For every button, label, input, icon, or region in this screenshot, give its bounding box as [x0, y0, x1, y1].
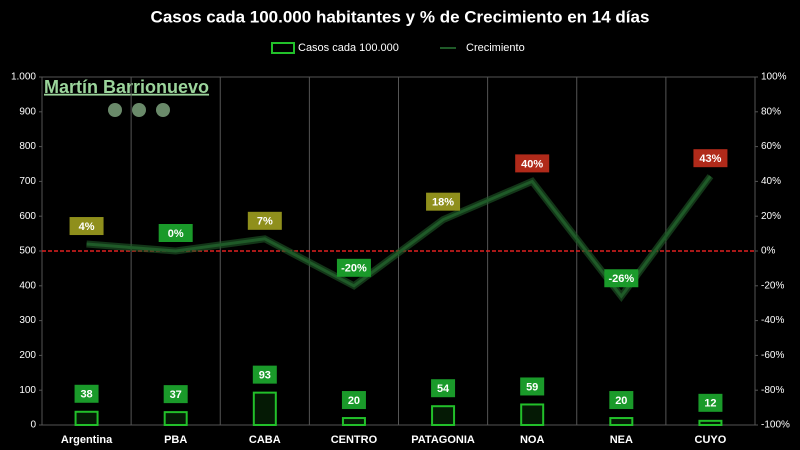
bar	[698, 419, 723, 427]
legend-swatch	[271, 42, 295, 54]
chart-title: Casos cada 100.000 habitantes y % de Cre…	[151, 7, 650, 26]
icon	[132, 103, 146, 117]
y-tick-label: 0	[30, 420, 36, 431]
label-box	[341, 391, 366, 410]
data-label: 40%	[521, 158, 543, 170]
data-label: 43%	[699, 153, 721, 165]
data-label: 7%	[257, 216, 273, 228]
watermark: Martín Barrionuevo	[44, 77, 209, 97]
y2-tick-label: -80%	[761, 385, 784, 396]
y-tick-label: 900	[19, 106, 36, 117]
data-label: 20	[615, 395, 627, 407]
data-label: 0%	[168, 228, 184, 240]
bar	[74, 410, 99, 427]
data-label: 37	[170, 389, 182, 401]
label-box	[515, 154, 550, 173]
x-tick-label: Argentina	[61, 434, 113, 446]
y2-tick-label: -60%	[761, 350, 784, 361]
y2-tick-label: 40%	[761, 176, 781, 187]
bar	[163, 411, 188, 426]
data-label: 12	[704, 398, 716, 410]
bar	[341, 417, 366, 427]
label-box	[609, 391, 634, 410]
x-tick-label: CENTRO	[331, 434, 378, 446]
y2-tick-label: 100%	[761, 72, 787, 83]
data-label: 18%	[432, 197, 454, 209]
legend-label: Casos cada 100.000	[298, 42, 399, 54]
y-tick-label: 500	[19, 246, 36, 257]
label-box	[252, 365, 277, 384]
x-tick-label: PBA	[164, 434, 187, 446]
label-box	[693, 149, 728, 168]
y2-tick-label: -100%	[761, 420, 790, 431]
label-box	[163, 385, 188, 404]
x-tick-label: PATAGONIA	[411, 434, 475, 446]
label-box	[698, 393, 723, 412]
y-tick-label: 1.000	[11, 72, 36, 83]
data-label: 4%	[79, 221, 95, 233]
x-tick-label: NOA	[520, 434, 545, 446]
y2-tick-label: 80%	[761, 106, 781, 117]
y-tick-label: 600	[19, 211, 36, 222]
icon	[156, 103, 170, 117]
data-label: -20%	[341, 263, 367, 275]
label-box	[158, 224, 193, 242]
y-tick-label: 800	[19, 141, 36, 152]
label-box	[604, 269, 639, 288]
data-label: -26%	[608, 273, 634, 285]
x-tick-label: CABA	[249, 434, 281, 446]
bar	[431, 405, 456, 427]
y2-tick-label: -20%	[761, 280, 784, 291]
data-label: 38	[80, 389, 92, 401]
data-label: 59	[526, 381, 538, 393]
data-label: 20	[348, 395, 360, 407]
bar	[609, 417, 634, 427]
icon	[108, 103, 122, 117]
label-box	[74, 384, 99, 403]
bar	[520, 403, 545, 426]
label-box	[431, 379, 456, 398]
y2-tick-label: 0%	[761, 246, 776, 257]
y-tick-label: 300	[19, 315, 36, 326]
y-tick-label: 700	[19, 176, 36, 187]
bar	[252, 391, 277, 426]
data-label: 93	[259, 370, 271, 382]
x-tick-label: CUYO	[695, 434, 727, 446]
label-box	[426, 192, 461, 211]
y-tick-label: 200	[19, 350, 36, 361]
y-tick-label: 100	[19, 385, 36, 396]
y-tick-label: 400	[19, 280, 36, 291]
y2-tick-label: -40%	[761, 315, 784, 326]
x-tick-label: NEA	[610, 434, 633, 446]
label-box	[520, 377, 545, 396]
label-box	[247, 211, 282, 230]
y2-tick-label: 60%	[761, 141, 781, 152]
label-box	[69, 217, 104, 236]
legend-label: Crecimiento	[466, 42, 525, 54]
y2-tick-label: 20%	[761, 211, 781, 222]
label-box	[336, 258, 371, 277]
data-label: 54	[437, 383, 450, 395]
